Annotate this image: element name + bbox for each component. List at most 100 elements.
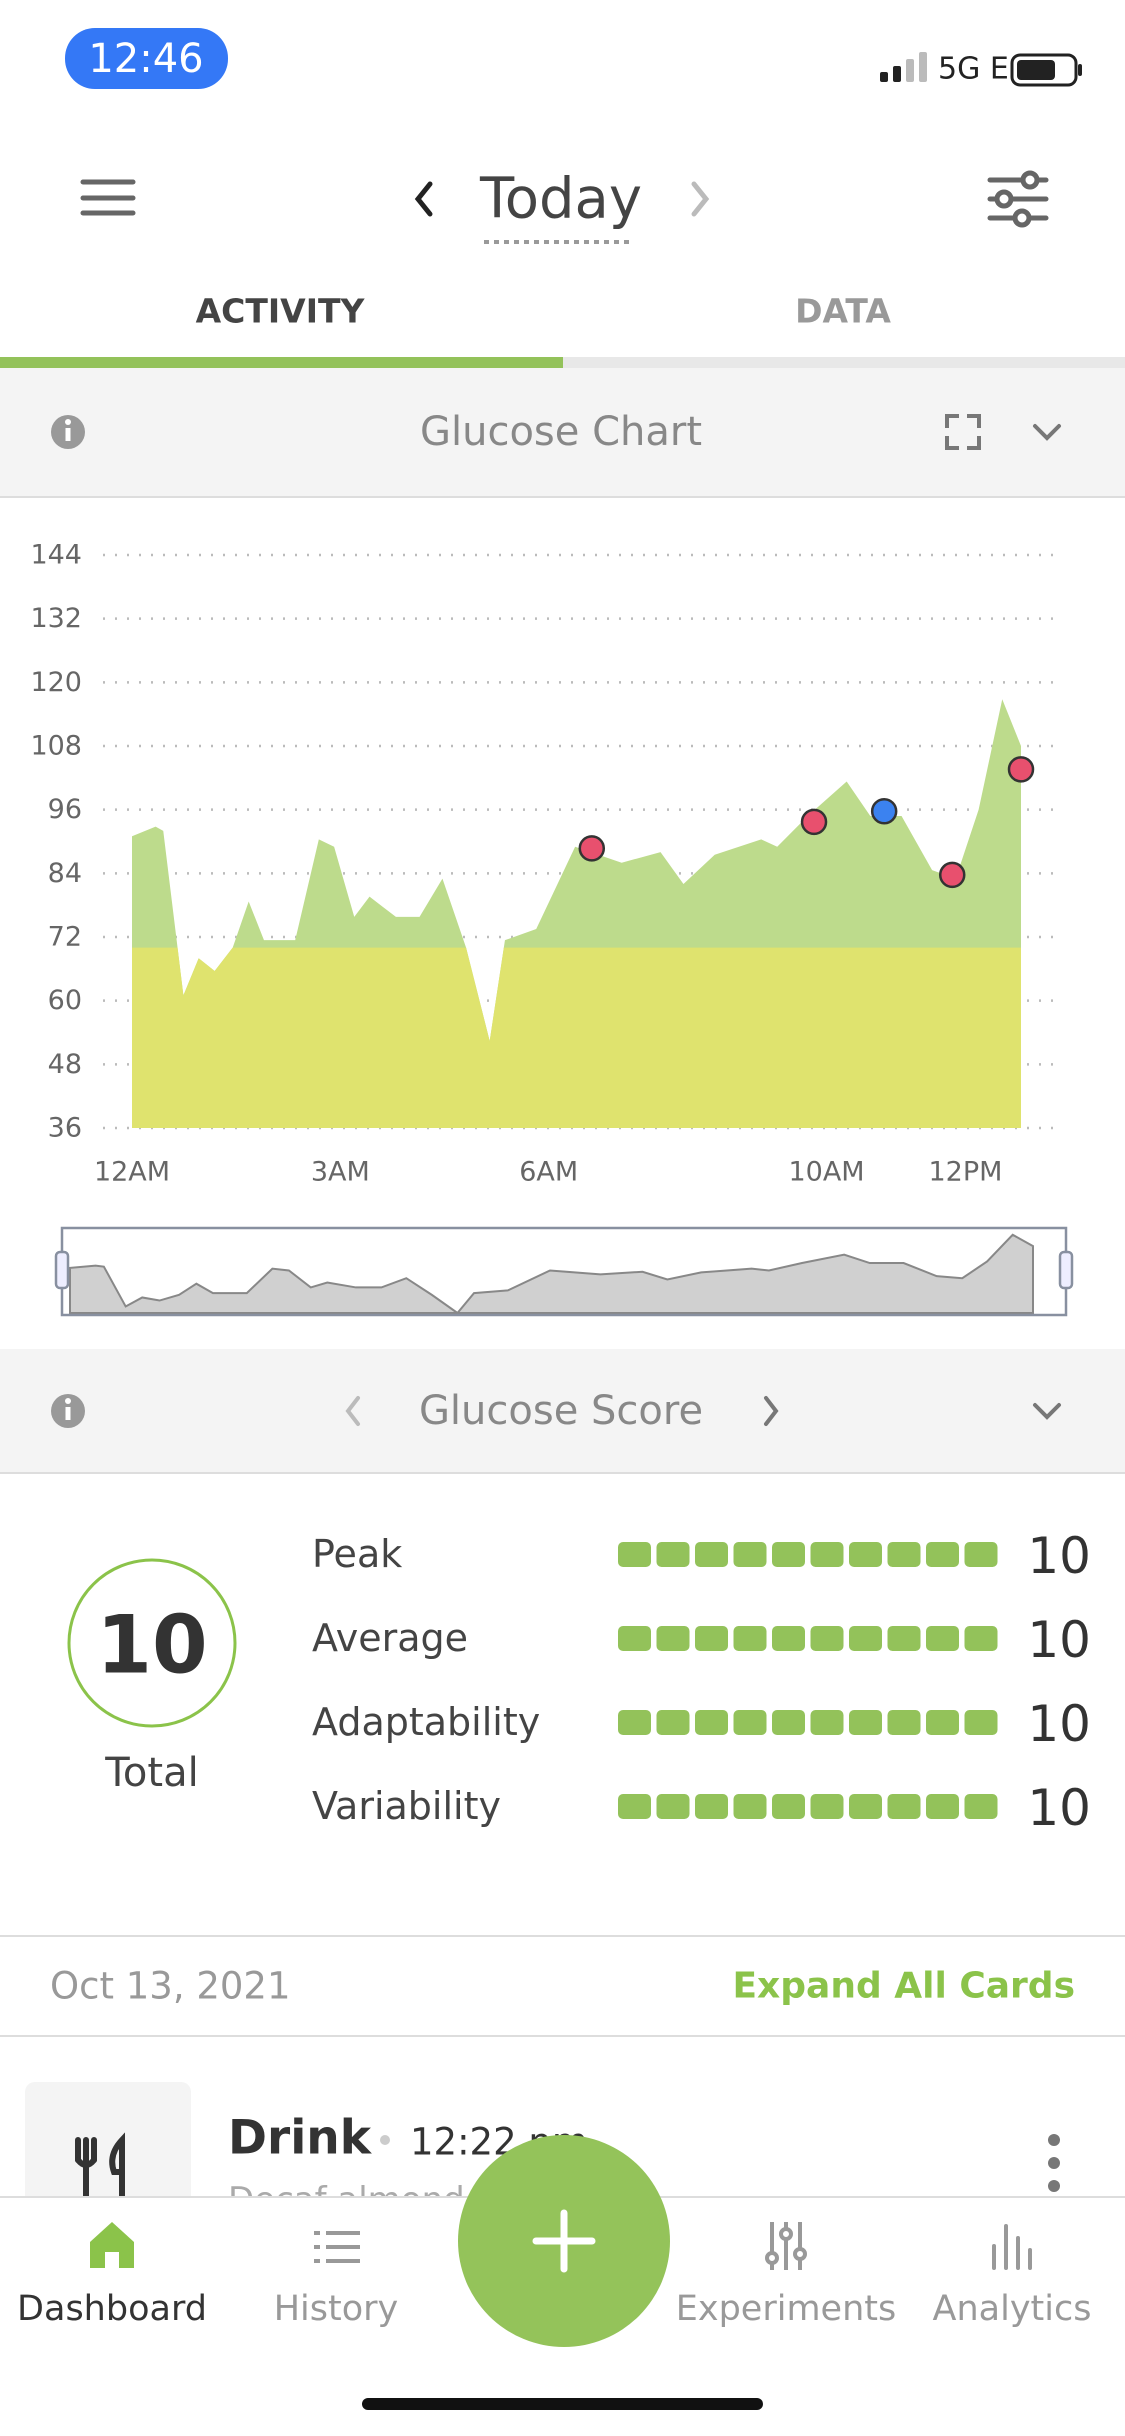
prev-score-button[interactable] — [345, 1396, 360, 1426]
metric-segment — [618, 1542, 651, 1567]
card-title[interactable]: Drink — [228, 2111, 373, 2166]
collapse-button[interactable] — [1033, 1403, 1061, 1420]
battery-icon — [1010, 53, 1082, 87]
metric-segment — [849, 1542, 882, 1567]
feed-date: Oct 13, 2021 — [50, 1965, 291, 2008]
tab-dashboard[interactable]: Dashboard — [17, 2289, 207, 2329]
expand-all-button[interactable]: Expand All Cards — [732, 1966, 1075, 2007]
analytics-icon — [992, 2224, 1032, 2270]
glucose-chart: 36 48 60 72 84 96 108 120 132 144 12AM 3AM 6AM 10AM 12… — [30, 540, 1057, 1188]
signal-icon — [880, 52, 927, 82]
metric-segment — [733, 1710, 767, 1735]
tab-history[interactable]: History — [274, 2289, 399, 2329]
separator-dot — [380, 2135, 390, 2145]
tab-data[interactable]: DATA — [795, 292, 891, 331]
fullscreen-button[interactable] — [945, 414, 981, 450]
chart-navigator[interactable] — [54, 1226, 1074, 1317]
time-pill — [65, 28, 228, 89]
tab-indicator — [0, 357, 563, 368]
tab-analytics[interactable]: Analytics — [933, 2289, 1092, 2329]
metric-segment — [656, 1794, 690, 1819]
next-day-button[interactable] — [691, 181, 710, 217]
glucose-area-below-threshold — [132, 947, 1021, 1128]
x-tick-label: 12AM — [94, 1157, 170, 1188]
chart-title: Glucose Chart — [420, 409, 702, 455]
status-time: 12:46 — [88, 36, 203, 82]
score-total-label: Total — [104, 1750, 198, 1796]
navigator-area — [69, 1233, 1034, 1315]
metric-segment — [656, 1542, 690, 1567]
metric-name: Average — [312, 1616, 468, 1660]
score-total: 10 — [96, 1599, 207, 1692]
menu-button[interactable] — [80, 179, 136, 216]
network-label: 5G E — [938, 52, 1009, 87]
x-tick-label: 10AM — [788, 1157, 864, 1188]
y-tick-label: 132 — [30, 603, 82, 634]
add-icon — [532, 2209, 596, 2273]
metric-segment — [849, 1626, 882, 1651]
metric-segment — [618, 1710, 651, 1735]
tab-experiments[interactable]: Experiments — [676, 2289, 896, 2329]
metric-segment — [618, 1794, 651, 1819]
y-tick-label: 72 — [48, 922, 82, 953]
metric-segment — [772, 1626, 805, 1651]
metric-segment — [733, 1626, 767, 1651]
event-marker — [800, 808, 828, 836]
metric-segment — [656, 1626, 690, 1651]
metric-segment — [849, 1794, 882, 1819]
metric-segment — [849, 1710, 882, 1735]
metric-name: Peak — [312, 1532, 402, 1576]
y-tick-label: 60 — [48, 985, 82, 1016]
metric-segment — [964, 1710, 998, 1735]
tab-activity[interactable]: ACTIVITY — [196, 292, 366, 331]
metric-segment — [772, 1794, 805, 1819]
metric-segment — [887, 1710, 921, 1735]
metric-segment — [926, 1794, 959, 1819]
section-header — [0, 368, 1125, 497]
y-tick-label: 36 — [48, 1113, 82, 1144]
metric-segment — [810, 1794, 844, 1819]
card-menu-button[interactable] — [1048, 2134, 1060, 2192]
header-title[interactable]: Today — [479, 167, 642, 232]
metric-segment — [926, 1710, 959, 1735]
metric-segment — [926, 1626, 959, 1651]
metric-segment — [695, 1542, 728, 1567]
home-icon-door — [105, 2252, 119, 2268]
metric-segment — [887, 1794, 921, 1819]
score-title: Glucose Score — [419, 1388, 703, 1434]
event-marker — [578, 835, 606, 862]
score-metrics: Peak 10 Average 10 Adaptability 10 Variability… — [312, 1527, 1091, 1837]
collapse-button[interactable] — [1033, 424, 1061, 441]
info-button[interactable] — [51, 415, 85, 449]
metric-value: 10 — [1027, 1527, 1091, 1585]
metric-segment — [964, 1794, 998, 1819]
navigator-handle — [1058, 1250, 1074, 1290]
experiments-icon — [765, 2222, 807, 2270]
next-score-button[interactable] — [764, 1396, 779, 1426]
y-tick-label: 84 — [48, 858, 82, 889]
x-tick-label: 6AM — [519, 1157, 578, 1188]
history-icon — [314, 2231, 360, 2263]
score-ring — [67, 1558, 237, 1728]
y-tick-label: 144 — [30, 540, 82, 571]
metric-value: 10 — [1027, 1779, 1091, 1837]
y-tick-label: 96 — [48, 794, 82, 825]
metric-segment — [964, 1542, 998, 1567]
home-icon — [90, 2222, 134, 2268]
metric-segment — [695, 1794, 728, 1819]
metric-segment — [887, 1542, 921, 1567]
metric-segment — [733, 1542, 767, 1567]
x-tick-label: 3AM — [311, 1157, 370, 1188]
y-tick-label: 108 — [30, 731, 82, 762]
prev-day-button[interactable] — [414, 181, 433, 217]
info-button[interactable] — [51, 1394, 85, 1428]
metric-name: Adaptability — [312, 1700, 540, 1744]
metric-segment — [772, 1542, 805, 1567]
filter-button[interactable] — [987, 170, 1049, 228]
card-icon-box — [25, 2082, 191, 2232]
metric-segment — [810, 1542, 844, 1567]
home-indicator — [362, 2398, 763, 2410]
metric-segment — [964, 1626, 998, 1651]
metric-segment — [695, 1626, 728, 1651]
